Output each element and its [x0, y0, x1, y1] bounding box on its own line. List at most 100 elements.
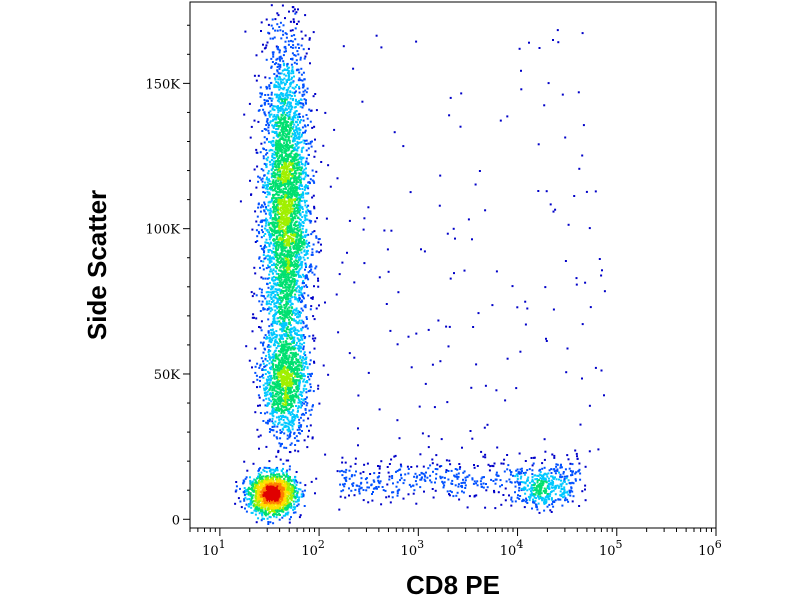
event-dot — [275, 132, 278, 135]
event-dot — [305, 234, 308, 237]
event-dot — [269, 379, 272, 382]
event-dot — [305, 192, 307, 195]
event-dot — [268, 223, 271, 226]
event-dot — [273, 201, 275, 203]
event-dot — [289, 206, 292, 209]
event-dot — [271, 398, 274, 401]
event-dot — [306, 425, 308, 428]
event-dot — [299, 356, 302, 359]
event-dot — [270, 394, 273, 397]
event-dot — [268, 200, 271, 203]
event-dot — [276, 267, 278, 270]
event-dot — [286, 292, 289, 295]
event-dot — [290, 411, 293, 414]
event-dot — [276, 193, 279, 196]
event-dot — [276, 213, 279, 216]
event-dot — [266, 41, 269, 44]
event-dot — [293, 181, 296, 183]
event-dot — [290, 187, 293, 190]
event-dot — [280, 409, 283, 412]
event-dot — [299, 121, 302, 124]
event-dot — [290, 260, 293, 263]
event-dot — [290, 198, 293, 201]
event-dot — [283, 479, 286, 482]
event-dot — [296, 390, 299, 393]
event-dot — [292, 172, 295, 175]
event-dot — [282, 97, 285, 100]
event-dot — [282, 187, 285, 190]
event-dot — [279, 458, 282, 461]
event-dot — [294, 289, 296, 292]
event-dot — [303, 199, 306, 202]
event-dot — [273, 403, 276, 405]
event-dot — [269, 215, 272, 218]
event-dot — [298, 163, 301, 166]
event-dot — [268, 259, 271, 262]
event-dot — [277, 134, 280, 137]
event-dot — [271, 193, 274, 196]
event-dot — [290, 34, 293, 37]
event-dot — [283, 304, 286, 306]
event-dot — [295, 125, 298, 128]
event-dot — [292, 254, 295, 257]
event-dot — [274, 180, 277, 183]
event-dot — [279, 437, 282, 440]
event-dot — [278, 163, 281, 165]
event-dot — [255, 54, 258, 57]
event-dot — [278, 100, 281, 103]
event-dot — [274, 265, 277, 268]
event-dot — [308, 429, 310, 432]
event-dot — [307, 187, 310, 190]
event-dot — [300, 44, 303, 47]
event-dot — [272, 217, 275, 220]
event-dot — [303, 78, 306, 81]
event-dot — [270, 172, 273, 175]
event-dot — [272, 127, 275, 129]
event-dot — [298, 375, 301, 378]
event-dot — [299, 176, 302, 179]
event-dot — [270, 91, 273, 94]
event-dot — [320, 161, 323, 163]
event-dot — [311, 196, 314, 199]
event-dot — [282, 370, 285, 373]
event-dot — [286, 174, 289, 177]
event-dot — [272, 27, 274, 30]
event-dot — [263, 201, 266, 204]
event-dot — [287, 300, 290, 303]
event-dot — [299, 56, 302, 59]
event-dot — [275, 340, 278, 343]
event-dot — [275, 145, 278, 148]
event-dot — [282, 276, 285, 278]
event-dot — [262, 169, 265, 172]
event-dot — [299, 274, 302, 277]
event-dot — [282, 387, 284, 390]
event-dot — [256, 362, 259, 365]
event-dot — [295, 396, 298, 399]
event-dot — [300, 119, 303, 121]
event-dot — [299, 364, 302, 367]
event-dot — [299, 311, 302, 314]
event-dot — [294, 203, 297, 206]
event-dot — [292, 409, 295, 412]
event-dot — [294, 273, 297, 276]
event-dot — [303, 292, 306, 295]
event-dot — [303, 98, 306, 101]
event-dot — [271, 189, 274, 192]
event-dot — [289, 259, 292, 262]
event-dot — [259, 434, 262, 437]
event-dot — [282, 282, 284, 285]
event-dot — [290, 212, 292, 215]
event-dot — [268, 334, 271, 337]
event-dot — [299, 376, 302, 379]
event-dot — [288, 306, 291, 309]
event-dot — [314, 138, 316, 141]
event-dot — [282, 261, 285, 264]
event-dot — [263, 112, 266, 115]
event-dot — [285, 304, 288, 307]
event-dot — [273, 369, 276, 372]
event-dot — [279, 399, 282, 402]
event-dot — [291, 412, 294, 415]
event-dot — [282, 371, 285, 374]
event-dot — [272, 55, 275, 58]
event-dot — [298, 274, 300, 277]
